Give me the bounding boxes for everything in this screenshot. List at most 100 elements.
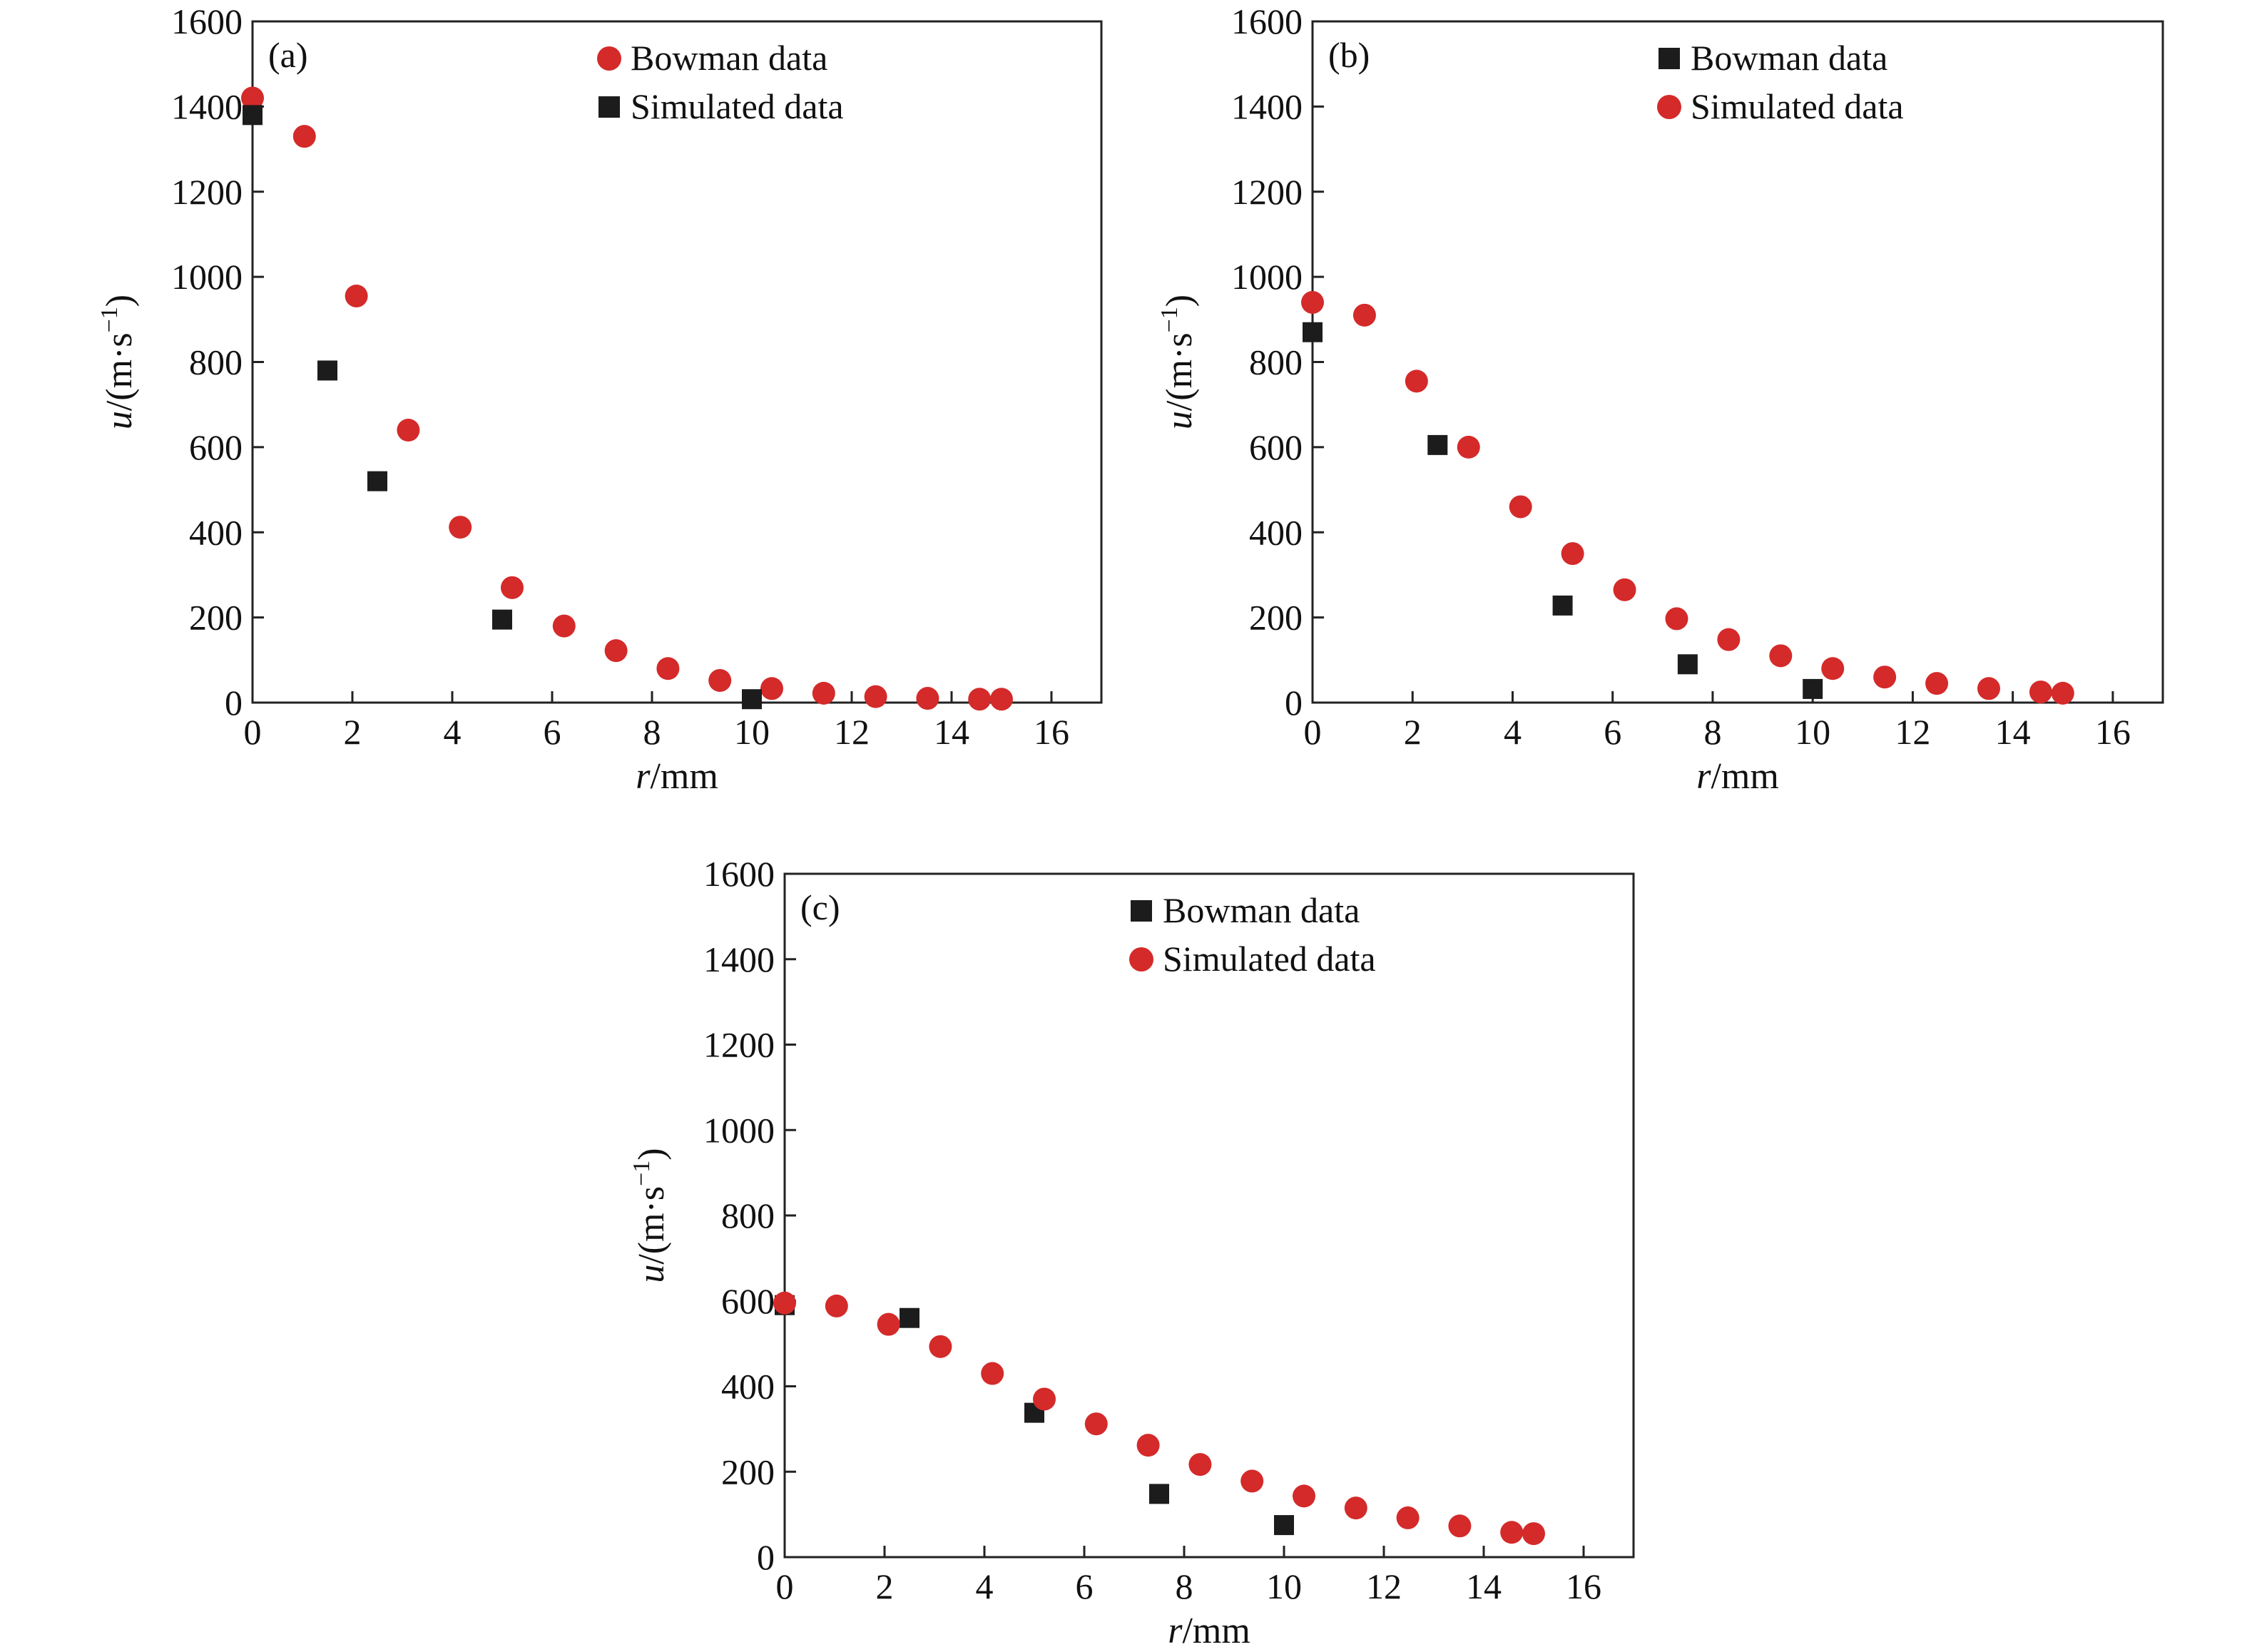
x-tick-label: 8 [1703,712,1721,752]
data-point-circle [1188,1453,1212,1477]
y-tick-label: 800 [189,342,243,382]
data-point-circle [990,688,1013,711]
legend-marker-circle [1657,95,1681,119]
y-tick-label: 1600 [1231,1,1303,41]
x-tick-label: 6 [544,712,561,752]
data-point-circle [1448,1514,1472,1538]
data-point-circle [1084,1412,1108,1436]
data-point-circle [1522,1522,1545,1546]
legend-label: Simulated data [1691,86,1904,126]
data-point-circle [449,516,472,539]
legend-label: Simulated data [631,86,844,126]
x-axis-var: r [1696,756,1711,797]
data-point-circle [345,284,368,307]
data-point-circle [1136,1434,1160,1457]
x-tick-label: 0 [1304,712,1322,752]
y-tick-label: 1600 [703,854,775,894]
data-point-square [1552,595,1573,616]
data-point-circle [916,687,939,710]
data-point-circle [2051,681,2074,705]
y-axis-close: ) [99,295,140,307]
y-tick-label: 0 [225,683,243,723]
y-axis-close: ) [1159,295,1200,307]
legend-marker-square [598,96,620,118]
x-tick-label: 12 [1895,712,1930,752]
y-tick-label: 1200 [1231,172,1303,212]
data-point-circle [812,681,835,705]
x-tick-label: 8 [643,712,661,752]
y-tick-label: 1000 [703,1110,775,1150]
data-point-circle [656,657,680,680]
legend-marker-square [1131,900,1152,922]
y-axis-var: u [1159,411,1200,429]
x-tick-label: 16 [2095,712,2131,752]
y-tick-label: 800 [721,1195,775,1235]
data-point-circle [1665,607,1688,631]
data-point-circle [1344,1497,1367,1520]
data-point-circle [1873,666,1897,689]
y-axis-exponent: −1 [1156,307,1183,332]
y-tick-label: 1200 [703,1025,775,1065]
data-point-circle [1717,628,1741,651]
y-tick-label: 400 [1249,512,1303,552]
y-tick-label: 0 [1285,683,1303,723]
y-tick-label: 200 [189,598,243,638]
data-point-circle [1561,542,1584,566]
x-tick-label: 4 [1504,712,1522,752]
data-point-circle [981,1362,1004,1385]
panel-label: (a) [268,35,308,75]
panel-label: (c) [800,887,840,927]
y-tick-label: 400 [721,1367,775,1407]
data-point-circle [864,685,887,708]
y-axis-title: u/(m·s−1) [628,1148,672,1283]
x-tick-label: 2 [876,1566,894,1606]
data-point-circle [1033,1387,1056,1411]
x-tick-label: 2 [344,712,362,752]
data-point-circle [552,614,576,638]
data-point-circle [1457,435,1480,459]
chart-panel-c: 0 2 4 6 8 10 12 14 16 0 200 400 600 800 1000 1200 1400 16… [628,854,1635,1651]
data-point-circle [1613,578,1636,601]
data-point-square [742,689,762,710]
data-point-square [243,105,263,126]
x-tick-label: 16 [1034,712,1069,752]
data-point-circle [1500,1521,1524,1544]
x-tick-label: 2 [1404,712,1422,752]
legend-marker-circle [597,46,621,71]
x-axis-unit: /mm [650,756,718,797]
y-axis-unit: /(m·s [631,1186,672,1265]
y-tick-label: 0 [757,1537,775,1577]
y-axis-unit: /(m·s [99,332,140,411]
y-tick-label: 200 [1249,598,1303,638]
data-point-square [900,1307,919,1328]
y-axis-title: u/(m·s−1) [1156,295,1200,429]
data-point-circle [241,86,264,110]
data-point-square [1427,434,1448,455]
y-axis-var: u [99,411,140,429]
y-tick-label: 1400 [1231,86,1303,126]
data-point-circle [501,576,524,599]
data-point-square [317,360,337,381]
x-axis-unit: /mm [1182,1611,1250,1651]
y-tick-label: 1400 [703,939,775,979]
x-axis-title: r/mm [636,756,718,797]
y-tick-label: 1000 [1231,257,1303,297]
data-point-circle [968,688,992,711]
y-tick-label: 600 [1249,427,1303,467]
chart-panel-b: 0 2 4 6 8 10 12 14 16 0 200 400 600 800 1000 1200 1400 16… [1156,1,2164,797]
legend-label: Simulated data [1163,939,1376,979]
data-point-circle [1352,303,1376,327]
x-tick-label: 6 [1604,712,1621,752]
y-axis-exponent: −1 [96,307,123,332]
legend-label: Bowman data [631,38,827,78]
x-tick-label: 10 [734,712,770,752]
x-tick-label: 12 [1366,1566,1402,1606]
legend-marker-circle [1129,947,1153,972]
y-axis-unit: /(m·s [1159,332,1200,411]
x-axis-unit: /mm [1711,756,1778,797]
y-tick-label: 600 [721,1281,775,1321]
y-axis-exponent: −1 [628,1161,655,1186]
data-point-circle [1405,369,1428,393]
data-point-square [492,609,512,630]
